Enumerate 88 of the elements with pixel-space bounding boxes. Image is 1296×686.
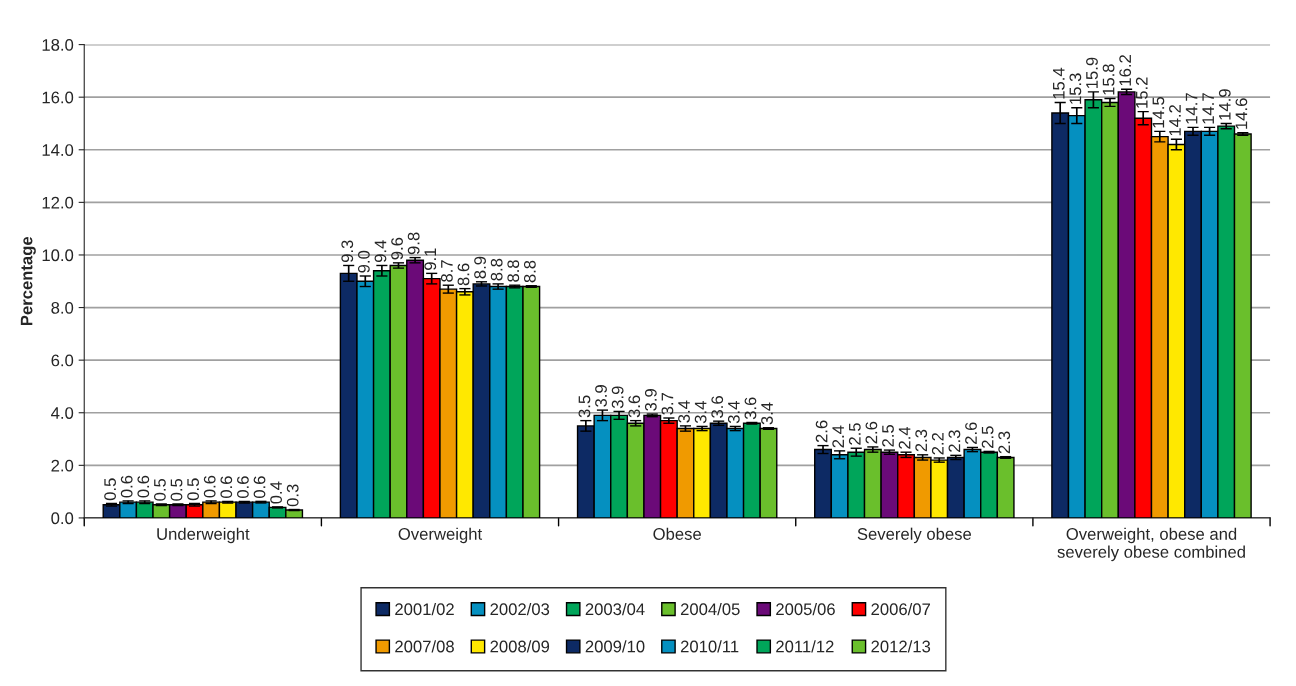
data-label: 0.5	[187, 478, 199, 501]
legend-label: 2005/06	[776, 602, 835, 616]
y-tick-label: 0.0	[51, 512, 74, 525]
data-label: 0.5	[104, 478, 116, 501]
data-label: 9.0	[357, 250, 370, 273]
y-tick-label: 6.0	[51, 354, 74, 367]
data-label: 0.6	[253, 476, 266, 499]
legend-label: 2004/05	[680, 602, 740, 616]
data-label: 9.1	[424, 248, 437, 270]
data-label: 3.6	[744, 397, 757, 420]
data-label: 8.8	[523, 260, 536, 283]
data-label: 0.5	[153, 478, 166, 501]
data-label: 15.9	[1086, 57, 1098, 89]
data-label: 3.9	[644, 389, 657, 411]
data-label: 8.8	[507, 260, 520, 282]
data-label: 2.6	[865, 421, 878, 444]
data-label: 0.6	[137, 475, 150, 498]
data-label: 14.5	[1152, 97, 1165, 128]
legend-label: 2002/03	[490, 602, 550, 616]
data-label: 3.4	[694, 401, 707, 424]
data-label: 0.6	[120, 475, 133, 498]
data-label: 3.9	[611, 386, 624, 409]
data-label: 14.7	[1202, 93, 1214, 124]
y-tick-label: 14.0	[42, 144, 74, 156]
data-label: 16.2	[1119, 55, 1132, 86]
x-tick-label: Overweight	[398, 527, 483, 544]
data-label: 8.9	[474, 256, 486, 279]
data-label: 0.6	[203, 475, 216, 498]
data-label: 8.8	[490, 258, 503, 281]
data-label: 3.7	[661, 393, 674, 415]
data-label: 8.6	[457, 263, 470, 286]
data-label: 2.6	[815, 420, 828, 443]
y-tick-label: 18.0	[42, 38, 74, 51]
data-label: 2.5	[882, 424, 894, 447]
legend-label: 2003/04	[585, 602, 645, 616]
y-tick-label: 10.0	[42, 249, 74, 262]
legend-label: 2009/10	[585, 640, 645, 653]
data-label: 9.3	[341, 240, 354, 263]
y-tick-label: 16.0	[42, 91, 74, 104]
data-label: 2.3	[915, 429, 928, 452]
data-label: 8.7	[440, 260, 453, 282]
legend-label: 2007/08	[395, 640, 454, 653]
data-label: 0.5	[170, 478, 183, 501]
data-label: 2.4	[832, 425, 844, 448]
x-tick-label: Underweight	[157, 527, 250, 544]
data-label: 2.6	[965, 422, 977, 444]
data-label: 14.9	[1218, 89, 1231, 120]
data-label: 2.5	[848, 423, 861, 445]
legend-label: 2001/02	[395, 602, 454, 616]
data-label: 2.3	[998, 431, 1011, 454]
data-label: 3.6	[711, 396, 724, 418]
data-label: 0.6	[237, 476, 249, 499]
legend-label: 2010/11	[680, 640, 739, 653]
legend-label: 2012/13	[871, 640, 931, 653]
data-label: 14.7	[1185, 93, 1198, 124]
data-label: 2.5	[981, 426, 994, 448]
data-label: 15.4	[1053, 67, 1065, 99]
x-tick-label: Overweight, obese and severely obese combined	[1057, 527, 1245, 562]
data-label: 15.2	[1135, 77, 1148, 108]
legend-label: 2006/07	[871, 602, 930, 616]
data-label: 3.4	[761, 402, 773, 425]
data-label: 2.3	[948, 430, 961, 452]
data-label: 14.2	[1169, 105, 1181, 136]
legend-label: 2011/12	[776, 640, 834, 653]
data-label: 9.8	[407, 232, 420, 255]
legend-label: 2008/09	[490, 640, 550, 653]
data-label: 9.4	[374, 240, 387, 263]
data-label: 3.6	[628, 395, 641, 418]
data-label: 15.8	[1102, 64, 1115, 95]
data-label: 2.4	[898, 426, 911, 449]
data-label: 3.4	[678, 400, 690, 423]
x-tick-label: Severely obese	[857, 527, 972, 544]
data-label: 3.4	[727, 401, 740, 424]
y-tick-label: 12.0	[42, 196, 74, 209]
y-tick-label: 2.0	[51, 459, 74, 472]
y-tick-label: 8.0	[51, 301, 74, 314]
x-tick-label: Obese	[653, 527, 701, 540]
data-label: 3.5	[578, 395, 591, 418]
data-label: 3.9	[595, 385, 607, 407]
data-label: 9.6	[391, 237, 403, 260]
data-label: 14.6	[1235, 98, 1248, 129]
y-tick-label: 4.0	[51, 407, 74, 419]
data-label: 15.3	[1069, 73, 1082, 104]
data-label: 0.4	[270, 481, 283, 504]
y-axis-title: Percentage	[20, 236, 36, 326]
data-label: 0.3	[286, 484, 299, 507]
data-label: 0.6	[220, 476, 233, 499]
data-label: 2.2	[931, 433, 944, 455]
